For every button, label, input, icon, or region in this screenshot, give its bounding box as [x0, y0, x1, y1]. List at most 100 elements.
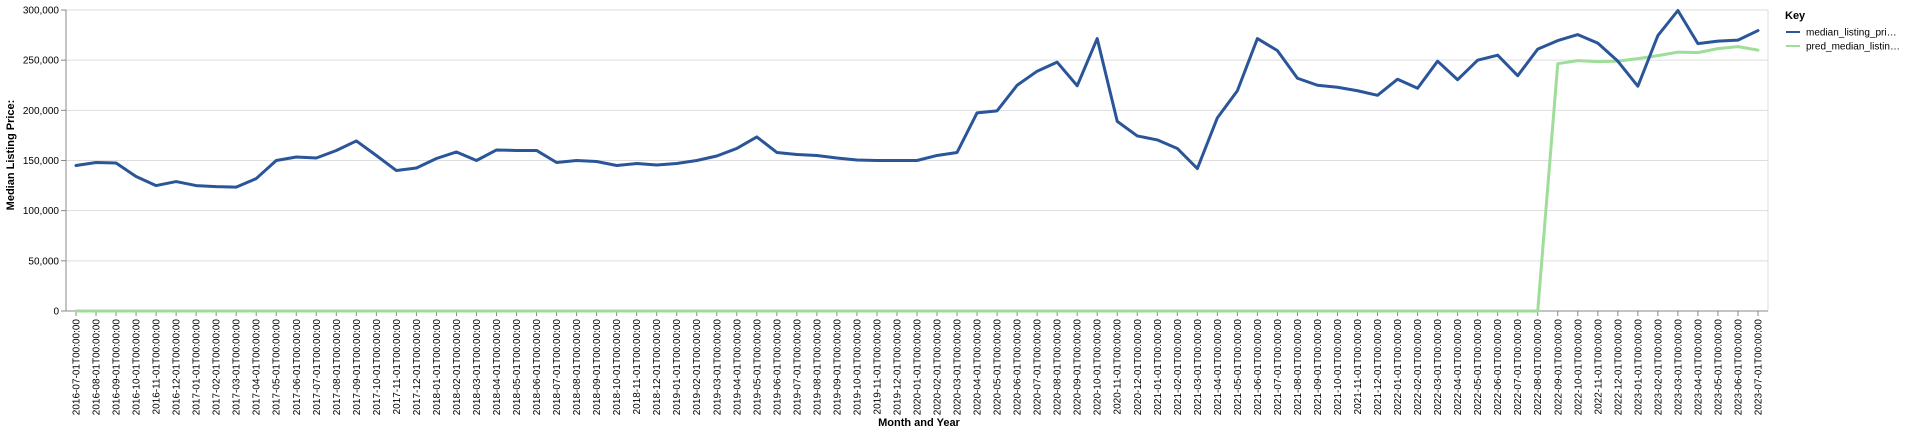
x-tick-label: 2023-03-01T00:00:00 [1673, 319, 1684, 416]
x-tick-label: 2019-08-01T00:00:00 [812, 319, 823, 416]
x-tick-label: 2018-07-01T00:00:00 [552, 319, 563, 416]
y-tick-label: 100,000 [23, 206, 60, 217]
x-tick-label: 2017-01-01T00:00:00 [192, 319, 203, 416]
x-tick-label: 2018-09-01T00:00:00 [592, 319, 603, 416]
x-tick-label: 2023-05-01T00:00:00 [1713, 319, 1724, 416]
x-tick-label: 2022-12-01T00:00:00 [1613, 319, 1624, 416]
x-tick-label: 2021-12-01T00:00:00 [1373, 319, 1384, 416]
x-tick-label: 2019-03-01T00:00:00 [712, 319, 723, 416]
y-axis: 0 50,000 100,000 150,000 200,000 250,000 300,0… [23, 6, 67, 318]
y-axis-title: Median Listing Price: [5, 100, 17, 211]
x-tick-label: 2023-04-01T00:00:00 [1693, 319, 1704, 416]
x-tick-label: 2016-07-01T00:00:00 [72, 319, 83, 416]
x-tick-label: 2019-01-01T00:00:00 [672, 319, 683, 416]
legend-label: median_listing_pri… [1806, 28, 1897, 39]
x-tick-label: 2018-08-01T00:00:00 [572, 319, 583, 416]
x-tick-label: 2021-02-01T00:00:00 [1173, 319, 1184, 416]
x-tick-label: 2023-02-01T00:00:00 [1653, 319, 1664, 416]
y-tick-label: 150,000 [23, 156, 60, 167]
x-tick-label: 2021-07-01T00:00:00 [1273, 319, 1284, 416]
x-axis: 2016-07-01T00:00:00 2016-08-01T00:00:00 20… [66, 310, 1768, 416]
x-tick-label: 2017-05-01T00:00:00 [272, 319, 283, 416]
x-tick-label: 2020-06-01T00:00:00 [1013, 319, 1024, 416]
x-tick-label: 2023-07-01T00:00:00 [1753, 319, 1764, 416]
x-tick-label: 2018-03-01T00:00:00 [472, 319, 483, 416]
x-tick-label: 2019-10-01T00:00:00 [852, 319, 863, 416]
x-tick-label: 2020-12-01T00:00:00 [1133, 319, 1144, 416]
x-tick-label: 2022-08-01T00:00:00 [1533, 319, 1544, 416]
x-axis-title: Month and Year [878, 417, 960, 429]
x-tick-label: 2022-07-01T00:00:00 [1513, 319, 1524, 416]
x-tick-label: 2019-09-01T00:00:00 [832, 319, 843, 416]
x-tick-label: 2020-03-01T00:00:00 [953, 319, 964, 416]
y-tick-label: 200,000 [23, 106, 60, 117]
x-tick-label: 2018-11-01T00:00:00 [632, 319, 643, 415]
x-tick-label: 2022-03-01T00:00:00 [1433, 319, 1444, 416]
x-tick-label: 2018-12-01T00:00:00 [652, 319, 663, 416]
x-tick-label: 2020-07-01T00:00:00 [1033, 319, 1044, 416]
x-tick-label: 2021-08-01T00:00:00 [1293, 319, 1304, 416]
x-tick-label: 2021-01-01T00:00:00 [1153, 319, 1164, 416]
x-tick-label: 2021-04-01T00:00:00 [1213, 319, 1224, 416]
legend-label: pred_median_listin… [1806, 42, 1900, 53]
x-tick-label: 2019-07-01T00:00:00 [792, 319, 803, 416]
x-tick-label: 2017-06-01T00:00:00 [292, 319, 303, 416]
y-tick-label: 250,000 [23, 56, 60, 67]
x-tick-label: 2022-11-01T00:00:00 [1593, 319, 1604, 415]
x-tick-label: 2016-12-01T00:00:00 [172, 319, 183, 416]
x-tick-label: 2017-10-01T00:00:00 [372, 319, 383, 416]
x-tick-label: 2020-02-01T00:00:00 [933, 319, 944, 416]
x-tick-label: 2017-04-01T00:00:00 [252, 319, 263, 416]
x-tick-label: 2016-10-01T00:00:00 [132, 319, 143, 416]
x-tick-label: 2018-06-01T00:00:00 [532, 319, 543, 416]
x-tick-label: 2021-05-01T00:00:00 [1233, 319, 1244, 416]
plot-area: 0 50,000 100,000 150,000 200,000 250,000 300,0… [23, 6, 1769, 416]
x-tick-label: 2019-04-01T00:00:00 [732, 319, 743, 416]
legend: Key median_listing_pri… pred_median_listi… [1785, 10, 1900, 53]
x-tick-label: 2020-10-01T00:00:00 [1093, 319, 1104, 416]
x-tick-label: 2020-05-01T00:00:00 [993, 319, 1004, 416]
x-tick-label: 2018-10-01T00:00:00 [612, 319, 623, 416]
legend-items: median_listing_pri… pred_median_listin… [1786, 28, 1900, 53]
x-tick-label: 2019-05-01T00:00:00 [752, 319, 763, 416]
x-tick-label: 2018-05-01T00:00:00 [512, 319, 523, 416]
y-tick-label: 300,000 [23, 6, 60, 17]
x-tick-label: 2018-01-01T00:00:00 [432, 319, 443, 416]
x-tick-label: 2022-09-01T00:00:00 [1553, 319, 1564, 416]
legend-title: Key [1785, 10, 1806, 22]
x-tick-label: 2021-11-01T00:00:00 [1353, 319, 1364, 415]
x-tick-label: 2018-02-01T00:00:00 [452, 319, 463, 416]
x-tick-label: 2022-10-01T00:00:00 [1573, 319, 1584, 416]
x-tick-label: 2017-03-01T00:00:00 [232, 319, 243, 416]
x-tick-label: 2021-10-01T00:00:00 [1333, 319, 1344, 416]
y-tick-label: 0 [53, 307, 59, 318]
x-tick-label: 2020-08-01T00:00:00 [1053, 319, 1064, 416]
x-tick-label: 2022-01-01T00:00:00 [1393, 319, 1404, 416]
x-tick-label: 2022-05-01T00:00:00 [1473, 319, 1484, 416]
x-tick-label: 2017-11-01T00:00:00 [392, 319, 403, 415]
series-lines [74, 9, 1760, 313]
x-tick-label: 2017-02-01T00:00:00 [212, 319, 223, 416]
series-line [74, 45, 1760, 313]
x-tick-label: 2018-04-01T00:00:00 [492, 319, 503, 416]
x-tick-label: 2023-01-01T00:00:00 [1633, 319, 1644, 416]
x-tick-label: 2020-01-01T00:00:00 [913, 319, 924, 416]
y-tick-label: 50,000 [28, 256, 59, 267]
grid-lines [66, 9, 1769, 312]
x-tick-label: 2019-12-01T00:00:00 [892, 319, 903, 416]
x-tick-label: 2017-12-01T00:00:00 [412, 319, 423, 416]
x-tick-label: 2017-07-01T00:00:00 [312, 319, 323, 416]
x-tick-label: 2020-09-01T00:00:00 [1073, 319, 1084, 416]
x-tick-label: 2019-11-01T00:00:00 [872, 319, 883, 415]
x-tick-label: 2017-09-01T00:00:00 [352, 319, 363, 416]
x-tick-label: 2023-06-01T00:00:00 [1733, 319, 1744, 416]
x-tick-label: 2020-11-01T00:00:00 [1113, 319, 1124, 415]
x-tick-label: 2021-06-01T00:00:00 [1253, 319, 1264, 416]
x-tick-label: 2019-06-01T00:00:00 [772, 319, 783, 416]
x-tick-label: 2021-09-01T00:00:00 [1313, 319, 1324, 416]
x-tick-label: 2022-02-01T00:00:00 [1413, 319, 1424, 416]
x-tick-label: 2017-08-01T00:00:00 [332, 319, 343, 416]
x-tick-label: 2021-03-01T00:00:00 [1193, 319, 1204, 416]
x-tick-label: 2022-04-01T00:00:00 [1453, 319, 1464, 416]
